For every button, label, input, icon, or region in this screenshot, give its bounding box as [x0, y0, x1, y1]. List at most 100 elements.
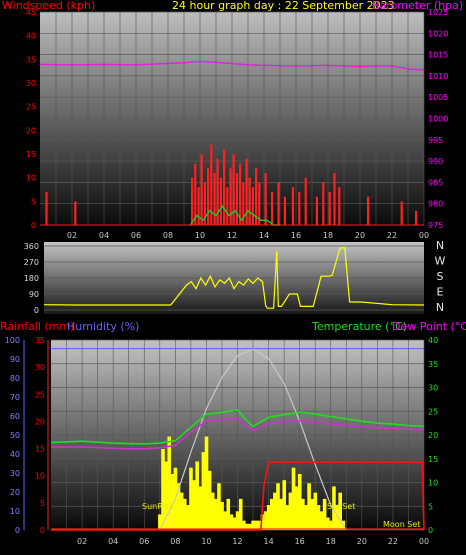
temperature-tick-label: 35	[428, 360, 438, 369]
humidity-tick-label: 30	[10, 469, 20, 478]
solar-bar	[242, 520, 246, 530]
rain-tick-label: 30	[35, 363, 45, 372]
barometer-tick-label: 1020	[428, 29, 448, 38]
dew-point-line	[51, 417, 424, 450]
wind-direction-line	[43, 247, 425, 309]
solar-bar	[232, 517, 237, 530]
solar-bar	[226, 498, 231, 530]
barometer-tick-label: 980	[428, 200, 443, 209]
gust-bar	[315, 196, 318, 225]
hour-tick-label: 00	[419, 537, 429, 546]
solar-bar	[273, 492, 277, 530]
gust-bar	[338, 187, 341, 225]
solar-bar	[201, 452, 206, 530]
sunrise-label: SunRise	[142, 502, 174, 511]
solar-bar	[322, 498, 327, 530]
gust-bar	[333, 172, 336, 225]
solar-bar	[332, 486, 336, 530]
solar-bar	[307, 483, 311, 530]
hour-tick-label: 14	[263, 537, 273, 546]
solar-bar	[210, 492, 215, 530]
solar-bar	[235, 511, 240, 530]
gust-bar	[197, 187, 200, 225]
sunset-label: SunSet	[327, 502, 355, 511]
compass-label: W	[435, 255, 446, 268]
wind-tick-label: 40	[26, 32, 36, 41]
gust-bar	[213, 172, 216, 225]
solar-bar	[179, 492, 184, 530]
gust-bar	[223, 149, 226, 225]
wind-tick-label: 10	[26, 174, 36, 183]
solar-bar	[276, 483, 280, 530]
solar-bar	[214, 498, 218, 530]
barometer-tick-label: 1000	[428, 115, 448, 124]
barometer-tick-label: 995	[428, 136, 443, 145]
solar-bar	[176, 483, 181, 530]
rain-tick-label: 10	[35, 472, 45, 481]
solar-bar	[229, 514, 234, 530]
gust-bar	[415, 210, 418, 225]
hour-tick-label: 04	[99, 231, 109, 240]
gust-bar	[45, 191, 48, 225]
solar-bar	[294, 486, 299, 530]
humidity-tick-label: 70	[10, 393, 20, 402]
gust-bar	[264, 172, 267, 225]
hour-tick-label: 02	[77, 537, 87, 546]
gust-bar	[258, 182, 261, 225]
solar-bar	[158, 514, 162, 530]
gust-bar	[232, 154, 235, 225]
solar-bar	[192, 480, 196, 530]
hour-tick-label: 16	[295, 537, 305, 546]
average-wind-line	[189, 204, 280, 226]
hour-tick-label: 20	[357, 537, 367, 546]
solar-bar	[316, 505, 321, 530]
hour-tick-label: 16	[291, 231, 301, 240]
solar-bar	[335, 505, 339, 530]
solar-bar	[279, 498, 283, 530]
solar-bar	[161, 449, 165, 530]
gust-bar	[277, 182, 280, 225]
gust-bar	[304, 177, 307, 225]
hour-tick-label: 18	[326, 537, 336, 546]
gust-bar	[255, 168, 258, 225]
gust-bar	[328, 191, 331, 225]
temperature-tick-label: 15	[428, 455, 438, 464]
solar-max-curve	[159, 348, 347, 531]
gust-bar	[283, 196, 286, 225]
direction-tick-label: 270	[24, 258, 39, 267]
gust-bar	[203, 182, 206, 225]
moonset-label: Moon Set	[383, 520, 420, 529]
solar-bar	[288, 492, 293, 530]
humidity-tick-label: 10	[10, 507, 20, 516]
hour-tick-label: 22	[388, 537, 398, 546]
solar-bar	[304, 505, 308, 530]
hour-tick-label: 18	[323, 231, 333, 240]
wind-tick-label: 35	[26, 55, 36, 64]
solar-bar	[238, 498, 243, 530]
gust-bar	[291, 187, 294, 225]
barometer-axis-label: Barometer (hpa)	[372, 0, 463, 12]
solar-bar	[282, 480, 287, 530]
solar-bar	[266, 505, 271, 530]
gust-bar	[210, 144, 213, 225]
solar-bar	[248, 523, 252, 530]
windspeed-axis-label: Windspeed (kph)	[2, 0, 95, 12]
wind-tick-label: 25	[26, 103, 36, 112]
hour-tick-label: 14	[259, 231, 269, 240]
gust-bar	[239, 163, 242, 225]
gust-bar	[248, 177, 251, 225]
hour-tick-label: 00	[419, 231, 429, 240]
solar-bar	[167, 436, 172, 530]
hour-tick-label: 06	[139, 537, 149, 546]
solar-bar	[263, 511, 268, 530]
gust-bar	[207, 168, 210, 225]
wind-tick-label: 45	[26, 8, 36, 17]
direction-tick-label: 180	[24, 274, 39, 283]
gust-bar	[245, 158, 248, 225]
rain-tick-label: 25	[35, 390, 45, 399]
gust-bar	[251, 187, 254, 225]
humidity-tick-label: 100	[5, 336, 20, 345]
solar-bar	[329, 520, 333, 530]
